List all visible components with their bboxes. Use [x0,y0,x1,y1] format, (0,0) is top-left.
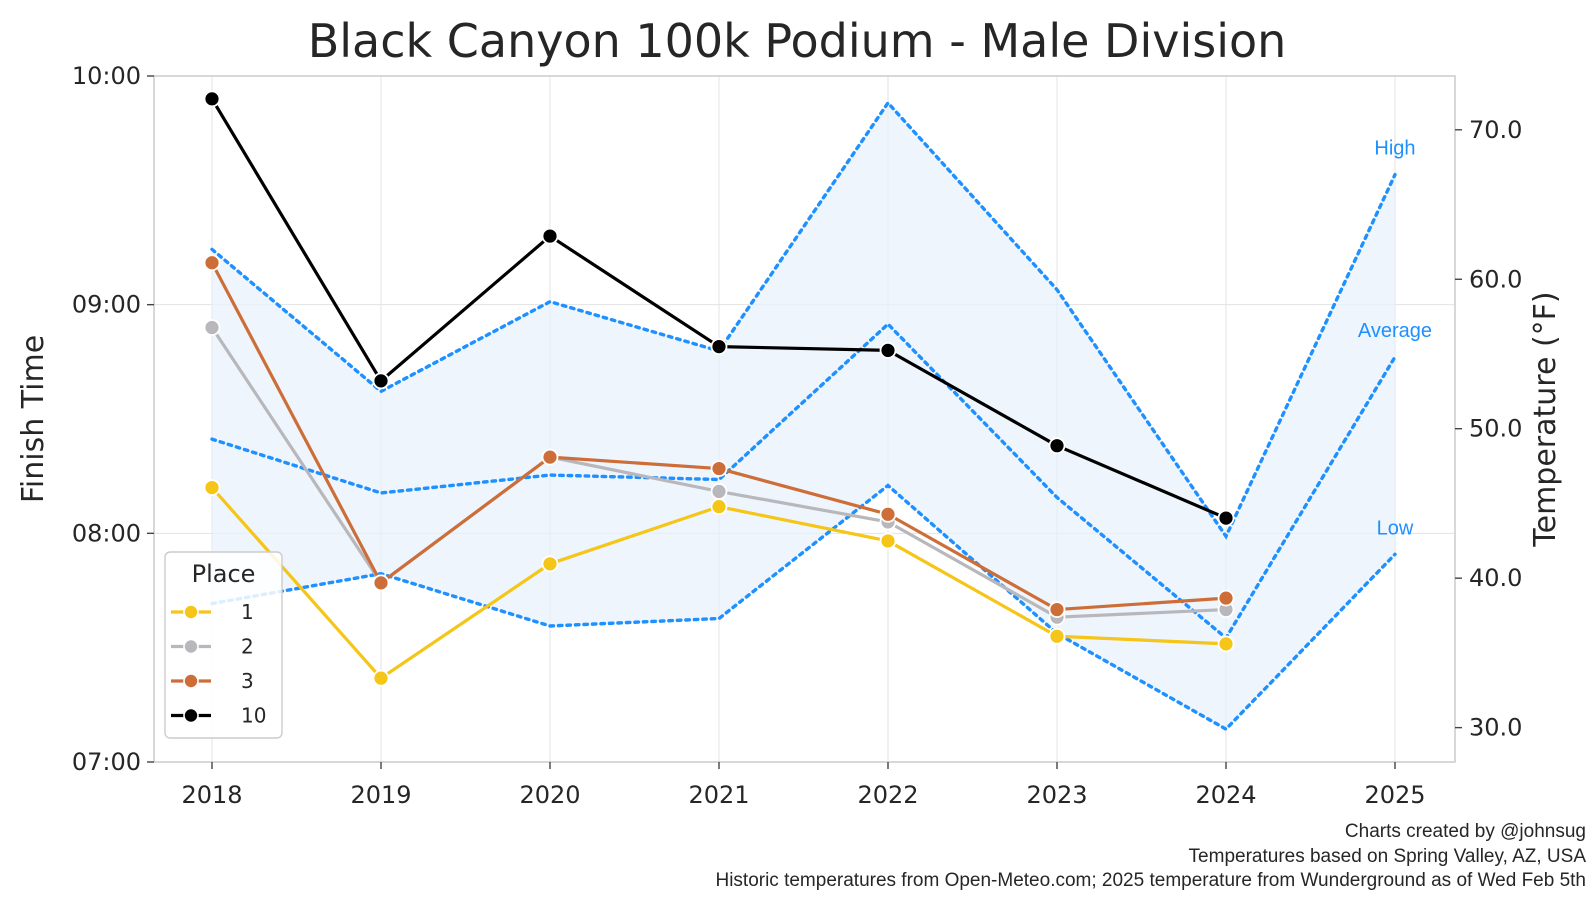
y-axis-title: Finish Time [16,335,51,503]
temperature-layer: High Average Low [210,100,1432,732]
y2-tick-label: 60.0 [1469,265,1522,293]
y2-tick-label: 50.0 [1469,415,1522,443]
data-point-place-3 [1217,589,1235,607]
x-tick-label: 2022 [857,781,918,809]
x-tick-label: 2018 [181,781,242,809]
data-point-place-1 [1048,627,1066,645]
y2-tick-label: 30.0 [1469,714,1522,742]
data-point-place-1 [372,669,390,687]
x-tick-label: 2023 [1026,781,1087,809]
y-tick-label: 08:00 [72,519,141,547]
data-point-place-3 [372,574,390,592]
data-point-place-1 [710,498,728,516]
x-tick-label: 2019 [350,781,411,809]
data-point-place-10 [541,227,559,245]
data-point-place-1 [203,479,221,497]
credit-line: Charts created by @johnsug [1345,821,1586,842]
y-tick-label: 07:00 [72,748,141,776]
series-layer [203,90,1235,687]
y-tick-label: 09:00 [72,291,141,319]
axes: 2018 2019 2020 2021 2022 2023 2024 2025 07:00 08:… [72,62,1523,809]
data-point-place-10 [1048,437,1066,455]
legend-label: 10 [241,704,266,728]
temperature-line-average [210,321,1397,641]
data-point-place-3 [1048,601,1066,618]
credits: Charts created by @johnsug Temperatures … [715,821,1586,891]
data-point-place-1 [879,532,897,550]
temperature-line-high [210,100,1397,540]
legend-title: Place [192,560,256,588]
legend-marker [183,638,199,655]
data-point-place-10 [879,341,897,359]
legend: Place 1 2 3 10 [164,551,283,739]
legend-label: 1 [241,600,254,624]
data-point-place-3 [203,254,221,272]
y-tick-label: 10:00 [72,62,141,90]
data-point-place-10 [203,90,221,108]
legend-label: 3 [241,669,254,693]
x-tick-label: 2025 [1364,781,1425,809]
x-tick-label: 2021 [688,781,749,809]
legend-label: 2 [241,635,254,659]
data-point-place-3 [541,448,559,466]
x-tick-label: 2024 [1195,781,1256,809]
data-point-place-10 [710,338,728,355]
data-point-place-1 [1217,635,1235,653]
temperature-line-low [210,483,1397,732]
temperature-label-high: High [1374,138,1415,160]
legend-marker [183,707,199,724]
y2-tick-label: 40.0 [1469,564,1522,592]
chart-title: Black Canyon 100k Podium - Male Division [308,14,1287,68]
temperature-label-average: Average [1358,320,1432,342]
data-point-place-2 [203,319,221,336]
temperature-label-low: Low [1377,517,1414,539]
data-point-place-10 [372,372,390,390]
y2-axis-title: Temperature (°F) [1528,291,1563,547]
temperature-band [212,102,1395,730]
credit-line: Historic temperatures from Open-Meteo.co… [715,870,1586,891]
credit-line: Temperatures based on Spring Valley, AZ,… [1189,846,1587,867]
data-point-place-3 [879,505,897,523]
data-point-place-3 [710,460,728,477]
data-point-place-10 [1217,509,1235,527]
y2-tick-label: 70.0 [1469,116,1522,144]
data-point-place-2 [710,483,728,500]
plot-frame [153,75,1456,763]
x-tick-label: 2020 [519,781,580,809]
legend-marker [183,604,199,620]
legend-box [164,551,283,739]
data-point-place-1 [541,555,559,573]
legend-marker [183,673,199,689]
